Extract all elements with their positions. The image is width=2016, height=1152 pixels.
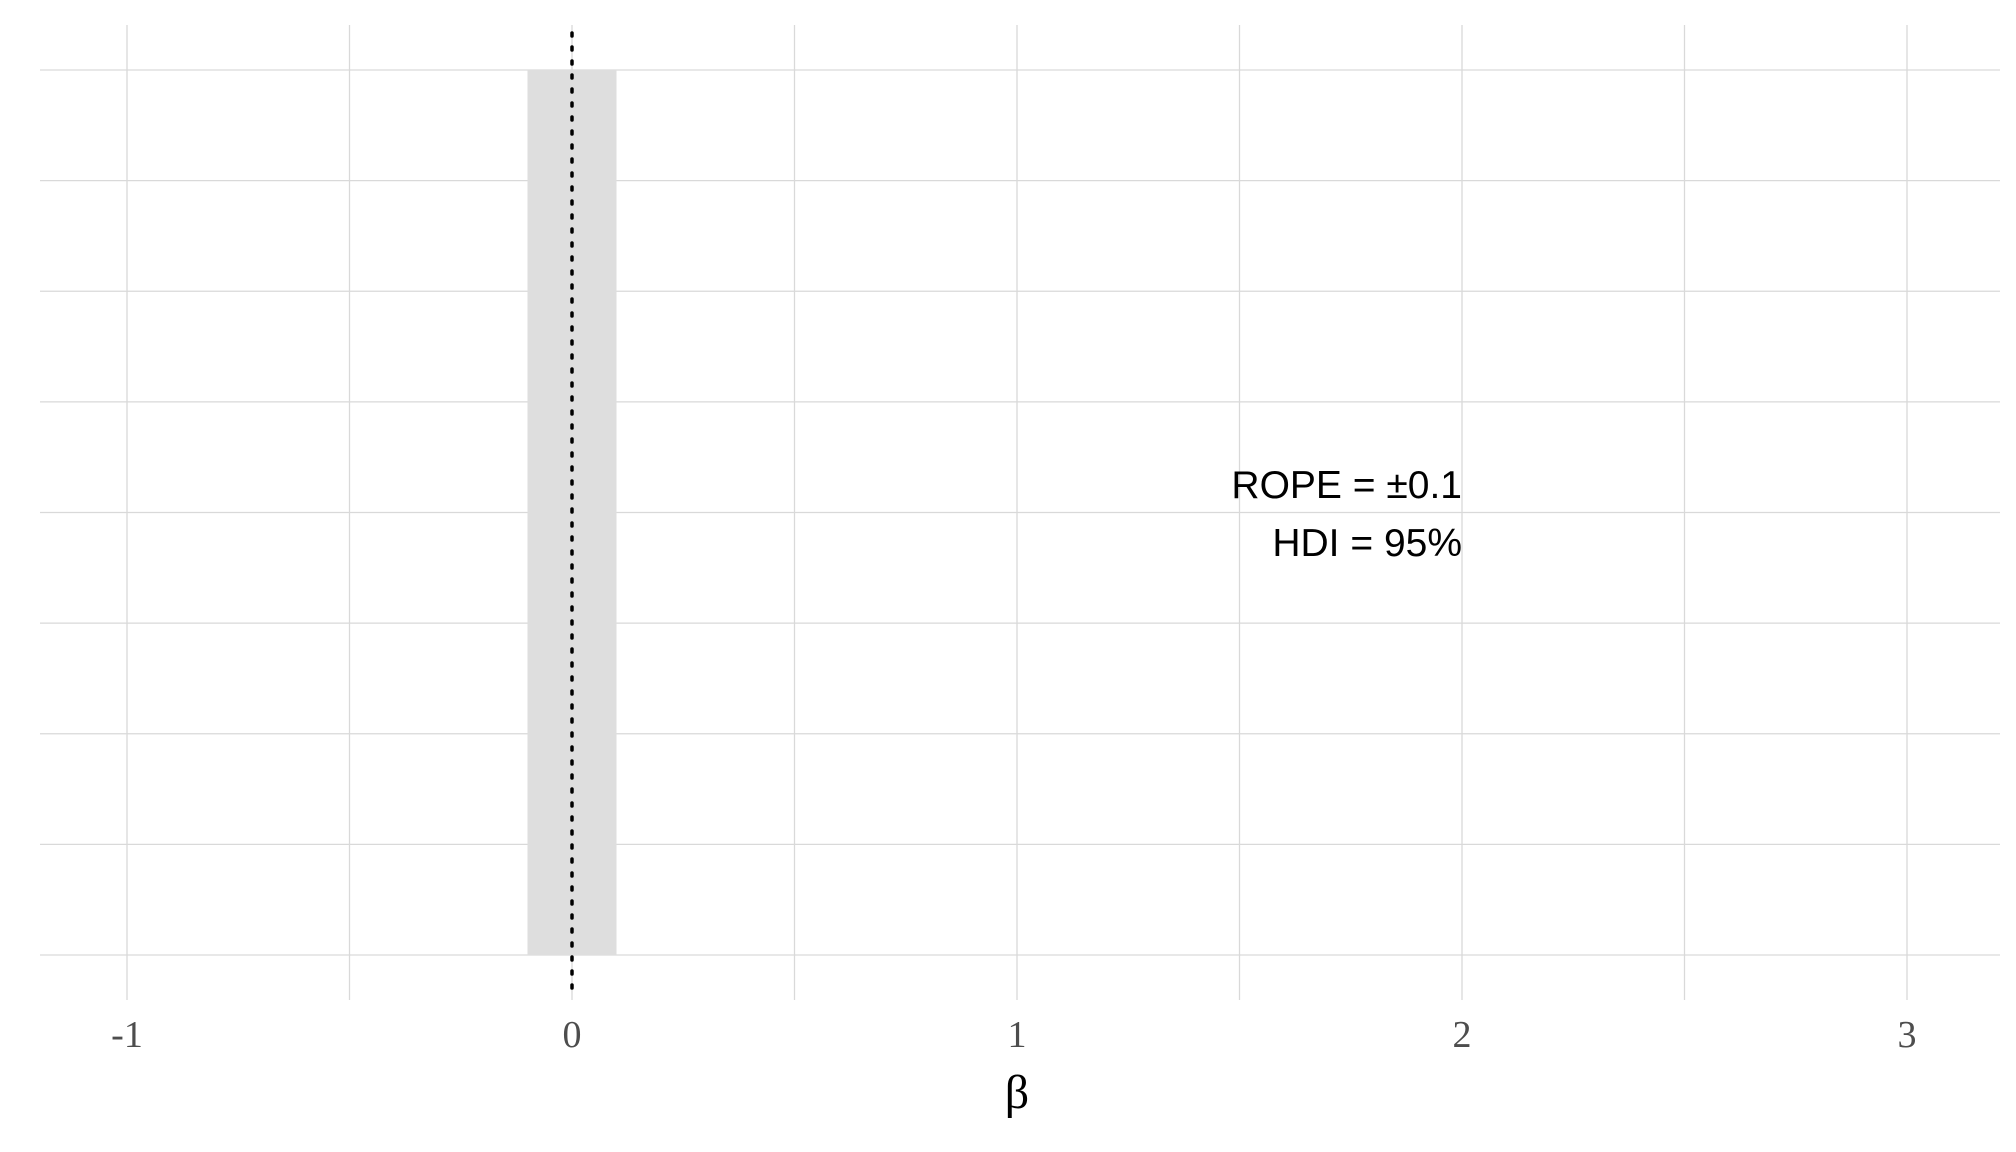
- annotation-hdi: HDI = 95%: [1272, 522, 1462, 565]
- annotation-group: ROPE = ±0.1 HDI = 95%: [1231, 464, 1462, 565]
- grid: [40, 25, 2000, 1000]
- x-tick-label: -1: [111, 1014, 143, 1056]
- x-tick-label: 3: [1898, 1014, 1917, 1056]
- x-tick-label: 0: [563, 1014, 582, 1056]
- annotation-rope: ROPE = ±0.1: [1231, 464, 1462, 507]
- x-tick-label: 2: [1453, 1014, 1472, 1056]
- x-tick-label: 1: [1008, 1014, 1027, 1056]
- x-axis-tick-labels: -1 0 1 2 3: [111, 1014, 1916, 1056]
- x-axis-title: β: [1005, 1066, 1029, 1119]
